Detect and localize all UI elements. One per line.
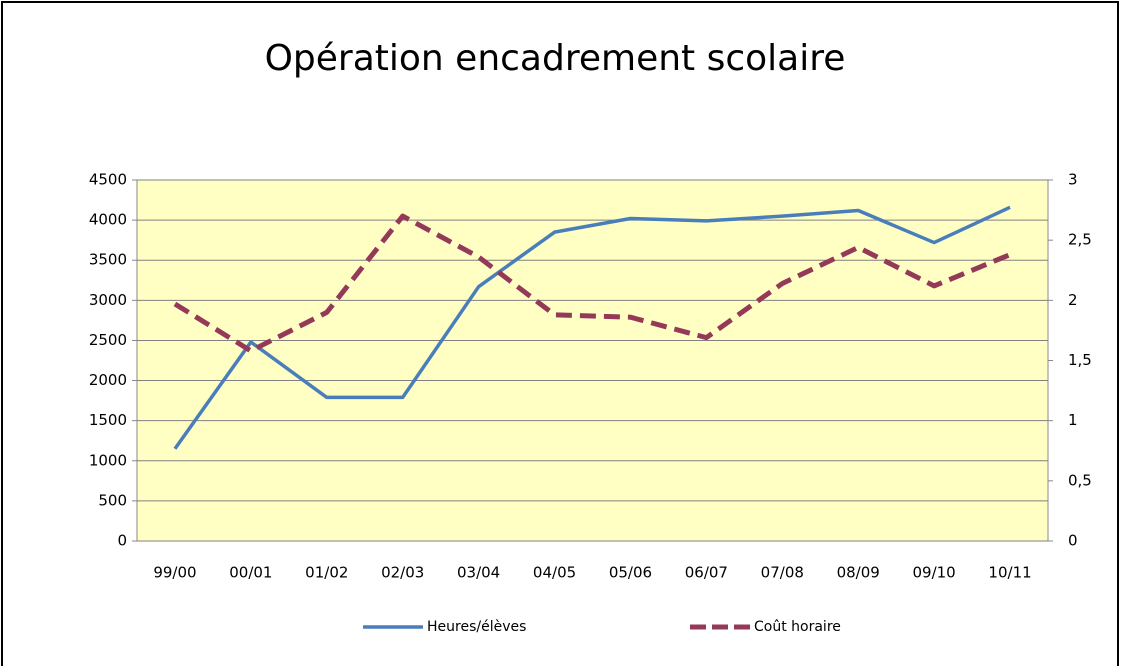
y-tick-label: 1000	[89, 451, 127, 469]
y-tick-label: 4500	[89, 171, 127, 189]
x-tick-label: 09/10	[913, 564, 956, 582]
y2-tick-label: 1,5	[1068, 351, 1092, 369]
x-tick-label: 01/02	[305, 564, 348, 582]
x-tick-label: 02/03	[381, 564, 424, 582]
data-line	[173, 205, 1011, 450]
y-tick-label: 0	[117, 532, 127, 550]
y-tick-label: 500	[98, 491, 127, 509]
y-tick-label: 1500	[89, 411, 127, 429]
y-tick-label: 4000	[89, 211, 127, 229]
x-tick-label: 06/07	[685, 564, 728, 582]
plot-area	[136, 179, 1049, 542]
y2-tick-label: 2	[1068, 291, 1078, 309]
x-tick-label: 99/00	[153, 564, 196, 582]
x-tick-label: 00/01	[229, 564, 272, 582]
y-tick-label: 2000	[89, 371, 127, 389]
data-line	[173, 213, 1011, 354]
chart-title: Opération encadrement scolaire	[265, 38, 846, 79]
y2-tick-label: 2,5	[1068, 231, 1092, 249]
legend-label: Heures/élèves	[427, 619, 526, 635]
x-tick-label: 03/04	[457, 564, 500, 582]
y2-tick-label: 1	[1068, 411, 1078, 429]
x-tick-label: 04/05	[533, 564, 576, 582]
y2-tick-label: 0	[1068, 532, 1078, 550]
legend-label: Coût horaire	[754, 619, 841, 635]
y-tick-label: 3000	[89, 291, 127, 309]
y-tick-label: 2500	[89, 331, 127, 349]
x-tick-label: 05/06	[609, 564, 652, 582]
y2-tick-label: 3	[1068, 171, 1078, 189]
x-tick-label: 07/08	[761, 564, 804, 582]
y-tick-label: 3500	[89, 251, 127, 269]
x-tick-label: 10/11	[988, 564, 1031, 582]
y2-tick-label: 0,5	[1068, 471, 1092, 489]
x-tick-label: 08/09	[837, 564, 880, 582]
